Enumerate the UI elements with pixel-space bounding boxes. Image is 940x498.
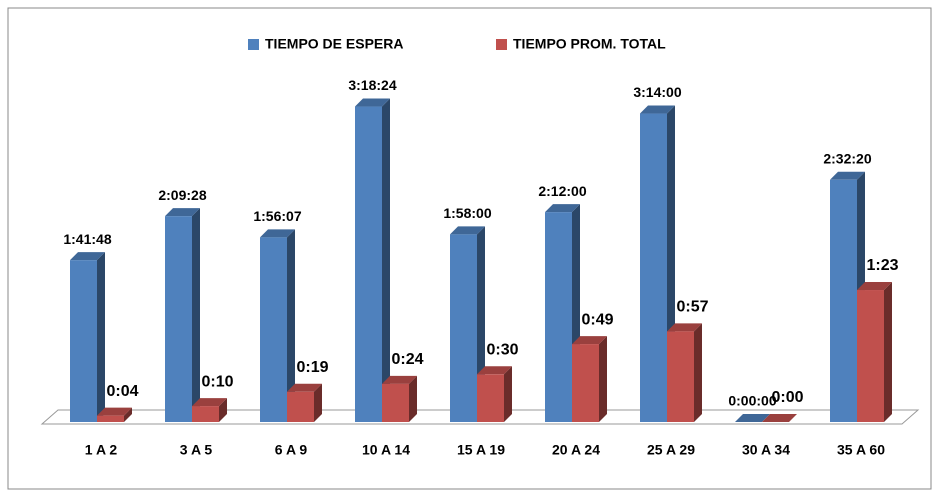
bar-top [287, 383, 322, 392]
x-tick-label: 20 A 24 [552, 442, 600, 458]
bar [857, 290, 884, 422]
bar [640, 113, 667, 422]
bar-top [640, 105, 675, 114]
bar-top [762, 414, 797, 422]
x-tick-label: 30 A 34 [742, 442, 790, 458]
bar-top [830, 171, 865, 180]
value-label: 1:23 [866, 257, 898, 274]
value-label: 2:09:28 [158, 187, 206, 203]
bar [260, 237, 287, 422]
value-label: 0:19 [296, 359, 328, 376]
bar [70, 260, 97, 422]
bar [572, 344, 599, 422]
bar-top [572, 336, 607, 345]
value-label: 1:41:48 [63, 231, 111, 247]
bar [667, 331, 694, 422]
bar-top [545, 204, 580, 213]
value-label: 1:58:00 [443, 205, 491, 221]
value-label: 2:32:20 [823, 150, 871, 166]
bar-side [219, 398, 227, 422]
bar-top [165, 208, 200, 217]
bar-top [192, 398, 227, 407]
value-label: 0:57 [676, 299, 708, 316]
bar-side [884, 282, 892, 422]
bar-side [599, 336, 607, 422]
bar [477, 374, 504, 422]
bar [192, 406, 219, 422]
x-tick-label: 6 A 9 [275, 442, 308, 458]
bar-side [382, 98, 390, 422]
bar-side [97, 252, 105, 422]
bar-top [70, 252, 105, 261]
bar-side [192, 208, 200, 422]
bar-side [124, 407, 132, 422]
bar [287, 391, 314, 422]
value-label: 0:10 [201, 373, 233, 390]
value-label: 1:56:07 [253, 208, 301, 224]
bar [165, 216, 192, 422]
bar-top [477, 366, 512, 375]
x-tick-label: 35 A 60 [837, 442, 885, 458]
x-tick-label: 3 A 5 [180, 442, 213, 458]
legend-label: TIEMPO PROM. TOTAL [513, 36, 666, 52]
legend-swatch [496, 39, 507, 50]
x-tick-label: 15 A 19 [457, 442, 505, 458]
bar-side [314, 383, 322, 422]
bar-side [694, 323, 702, 422]
x-tick-label: 10 A 14 [362, 442, 410, 458]
bar-top [667, 323, 702, 332]
legend-label: TIEMPO DE ESPERA [265, 36, 403, 52]
bar [97, 415, 124, 422]
bar-top [355, 98, 390, 107]
bar [830, 179, 857, 422]
bar-side [504, 366, 512, 422]
legend-swatch [248, 39, 259, 50]
bar-side [409, 375, 417, 422]
bar [382, 383, 409, 422]
value-label: 0:00 [771, 389, 803, 406]
value-label: 0:04 [106, 383, 138, 400]
bar-top [260, 229, 295, 238]
value-label: 0:00:00 [728, 393, 776, 409]
x-tick-label: 25 A 29 [647, 442, 695, 458]
value-label: 0:24 [391, 351, 423, 368]
value-label: 0:49 [581, 311, 613, 328]
x-tick-label: 1 A 2 [85, 442, 118, 458]
bar-top [735, 414, 770, 422]
bar-top [382, 375, 417, 384]
value-label: 2:12:00 [538, 183, 586, 199]
value-label: 3:14:00 [633, 84, 681, 100]
bar-side [287, 229, 295, 422]
bar-top [857, 282, 892, 291]
bar [450, 234, 477, 422]
bar-top [450, 226, 485, 235]
bar [355, 106, 382, 422]
value-label: 0:30 [486, 342, 518, 359]
value-label: 3:18:24 [348, 77, 396, 93]
bar-top [97, 407, 132, 416]
bar [545, 212, 572, 422]
